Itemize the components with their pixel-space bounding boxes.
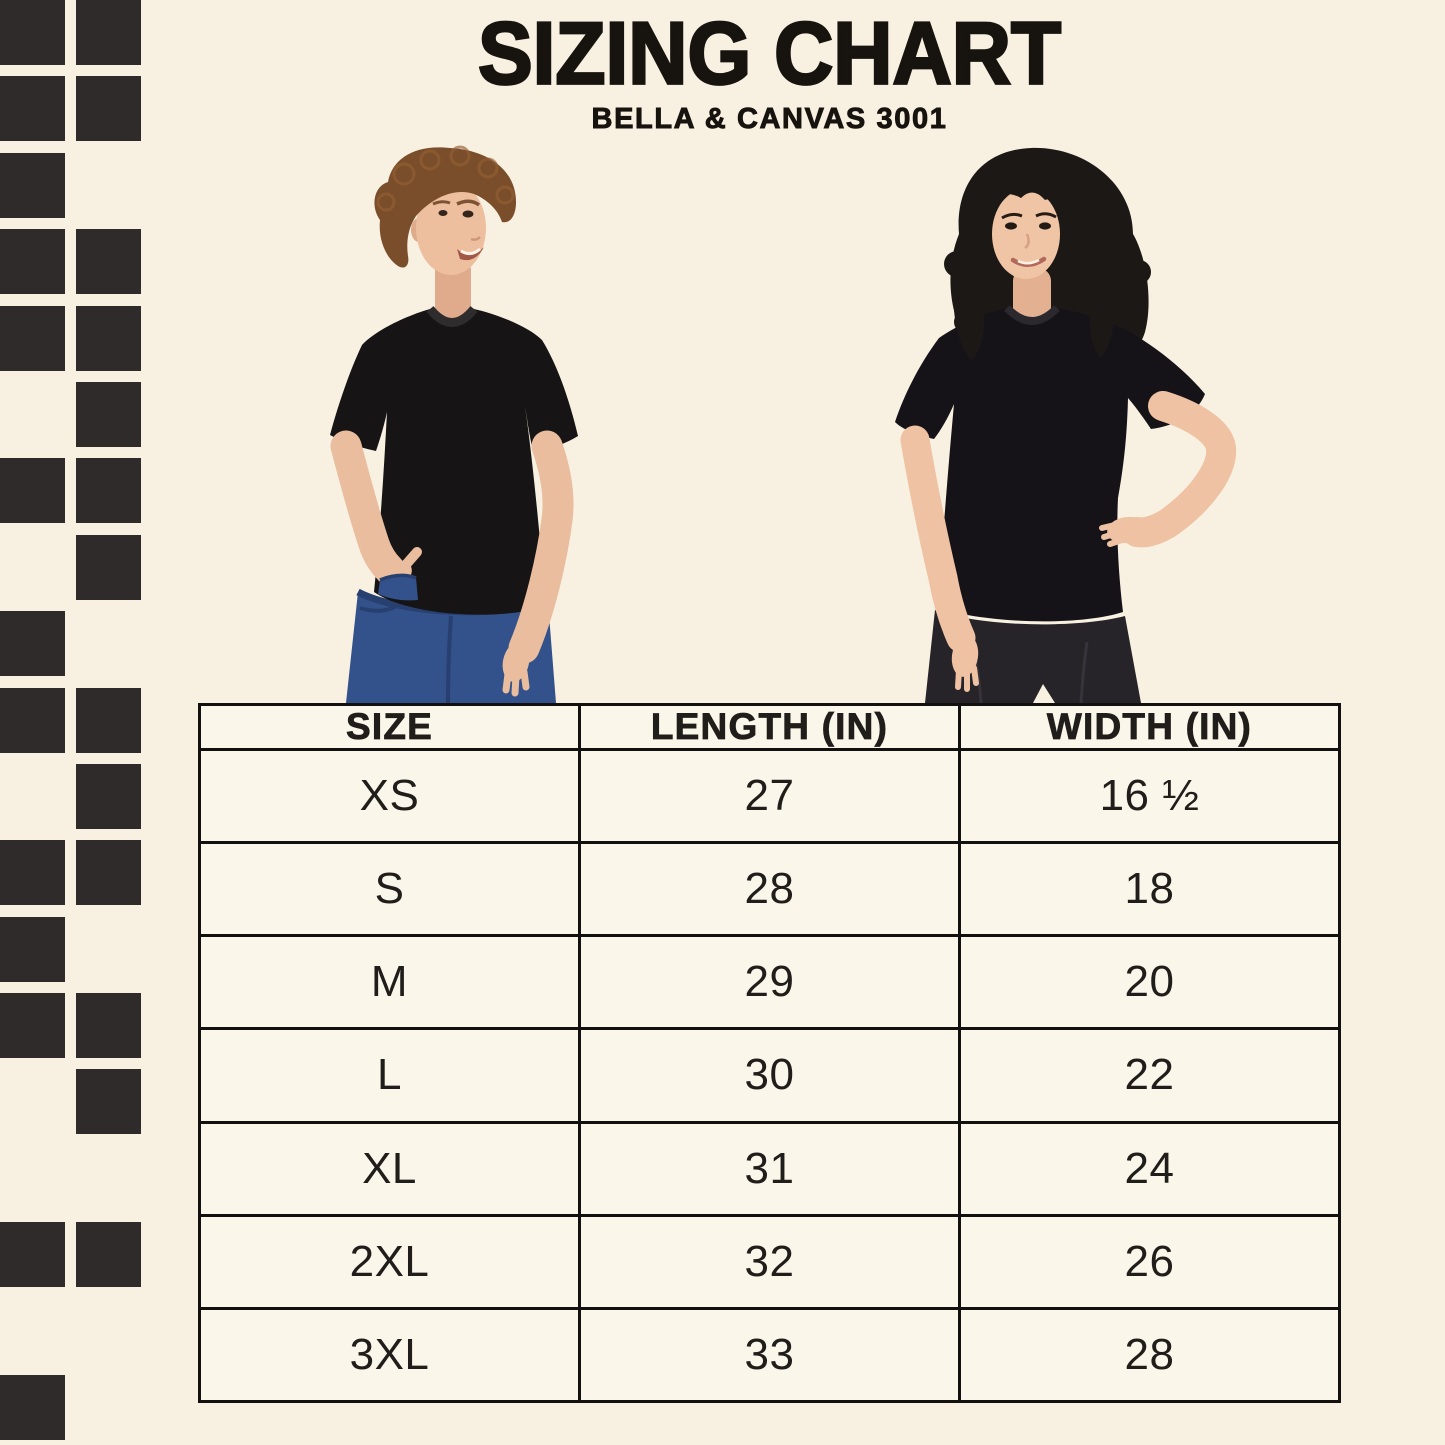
table-cell: 20 — [958, 934, 1341, 1031]
checker-square — [76, 458, 141, 524]
table-cell: L — [198, 1027, 581, 1124]
smile — [1010, 256, 1047, 267]
tshirt — [330, 309, 578, 615]
female-model-photo — [895, 147, 1237, 703]
male-model-photo — [330, 145, 578, 703]
bangs — [979, 168, 1075, 214]
checker-square — [0, 305, 65, 371]
brows — [1001, 212, 1057, 220]
table-cell: XS — [198, 747, 581, 845]
table-cell: 2XL — [198, 1213, 581, 1310]
table-cell: 30 — [578, 1027, 961, 1124]
checker-square — [76, 381, 141, 447]
pocket — [378, 575, 418, 601]
checker-square — [76, 1222, 141, 1288]
arms — [330, 430, 574, 697]
table-cell: 24 — [958, 1120, 1341, 1217]
column-header: WIDTH (IN) — [958, 703, 1341, 751]
table-row: XL 31 24 — [198, 1120, 1341, 1217]
checker-square — [76, 993, 141, 1059]
hair-front — [944, 168, 1151, 360]
table-header-row: SIZE LENGTH (IN) WIDTH (IN) — [198, 703, 1341, 751]
checker-square — [0, 611, 65, 677]
table-row: S 28 18 — [198, 841, 1341, 938]
table-cell: 16 ½ — [958, 747, 1341, 845]
collar — [1004, 305, 1060, 325]
checker-pattern — [0, 0, 141, 1441]
arms — [900, 391, 1237, 692]
neck — [1013, 268, 1051, 328]
table-cell: 33 — [578, 1306, 961, 1404]
checker-square — [76, 0, 141, 65]
table-cell: S — [198, 841, 581, 938]
table-cell: 32 — [578, 1213, 961, 1310]
checker-square — [76, 763, 141, 829]
eye — [1005, 222, 1017, 230]
checker-square — [0, 0, 65, 65]
table-row: L 30 22 — [198, 1027, 1341, 1124]
checker-square — [0, 687, 65, 753]
page-subtitle: BELLA & CANVAS 3001 — [591, 103, 948, 136]
table-cell: 26 — [958, 1213, 1341, 1310]
collar — [426, 305, 478, 327]
checker-square — [0, 1222, 65, 1288]
checker-square — [76, 229, 141, 295]
checker-square — [0, 916, 65, 982]
nose — [473, 214, 486, 239]
face — [992, 189, 1060, 279]
checker-square — [0, 76, 65, 142]
eye — [462, 210, 474, 218]
checker-square — [76, 76, 141, 142]
smile — [457, 247, 484, 261]
checker-square — [76, 534, 141, 600]
checker-square — [76, 840, 141, 906]
checker-square — [0, 152, 65, 218]
table-cell: 29 — [578, 934, 961, 1031]
table-row: M 29 20 — [198, 934, 1341, 1031]
checker-square — [76, 305, 141, 371]
checker-square — [0, 993, 65, 1059]
table-row: 3XL 33 28 — [198, 1306, 1341, 1404]
table-cell: 18 — [958, 841, 1341, 938]
nose — [1024, 233, 1030, 250]
fingers — [1099, 521, 1128, 547]
curly-hair — [374, 145, 516, 268]
table-cell: 3XL — [198, 1306, 581, 1404]
tshirt — [895, 308, 1205, 622]
table-cell: XL — [198, 1120, 581, 1217]
eye — [438, 210, 448, 216]
checker-square — [76, 1069, 141, 1135]
brow — [456, 199, 481, 207]
fingers — [955, 665, 979, 692]
checker-square — [0, 1375, 65, 1441]
checker-square — [0, 458, 65, 524]
table-cell: 27 — [578, 747, 961, 845]
header: SIZING CHART BELLA & CANVAS 3001 — [198, 4, 1341, 136]
size-table: SIZE LENGTH (IN) WIDTH (IN) XS 27 16 ½ S 28 18 M… — [198, 703, 1341, 1404]
checker-square — [76, 687, 141, 753]
brow — [432, 200, 451, 206]
table-row: XS 27 16 ½ — [198, 747, 1341, 845]
checker-square — [0, 229, 65, 295]
checker-square — [0, 840, 65, 906]
page-title: SIZING CHART — [477, 4, 1063, 104]
column-header: SIZE — [198, 703, 581, 751]
eye — [1039, 222, 1051, 230]
table-cell: 31 — [578, 1120, 961, 1217]
face — [411, 181, 486, 275]
table-cell: M — [198, 934, 581, 1031]
table-cell: 22 — [958, 1027, 1341, 1124]
thumb — [398, 547, 422, 573]
column-header: LENGTH (IN) — [578, 703, 961, 751]
table-row: 2XL 32 26 — [198, 1213, 1341, 1310]
fingers — [502, 668, 530, 697]
table-cell: 28 — [958, 1306, 1341, 1404]
table-cell: 28 — [578, 841, 961, 938]
